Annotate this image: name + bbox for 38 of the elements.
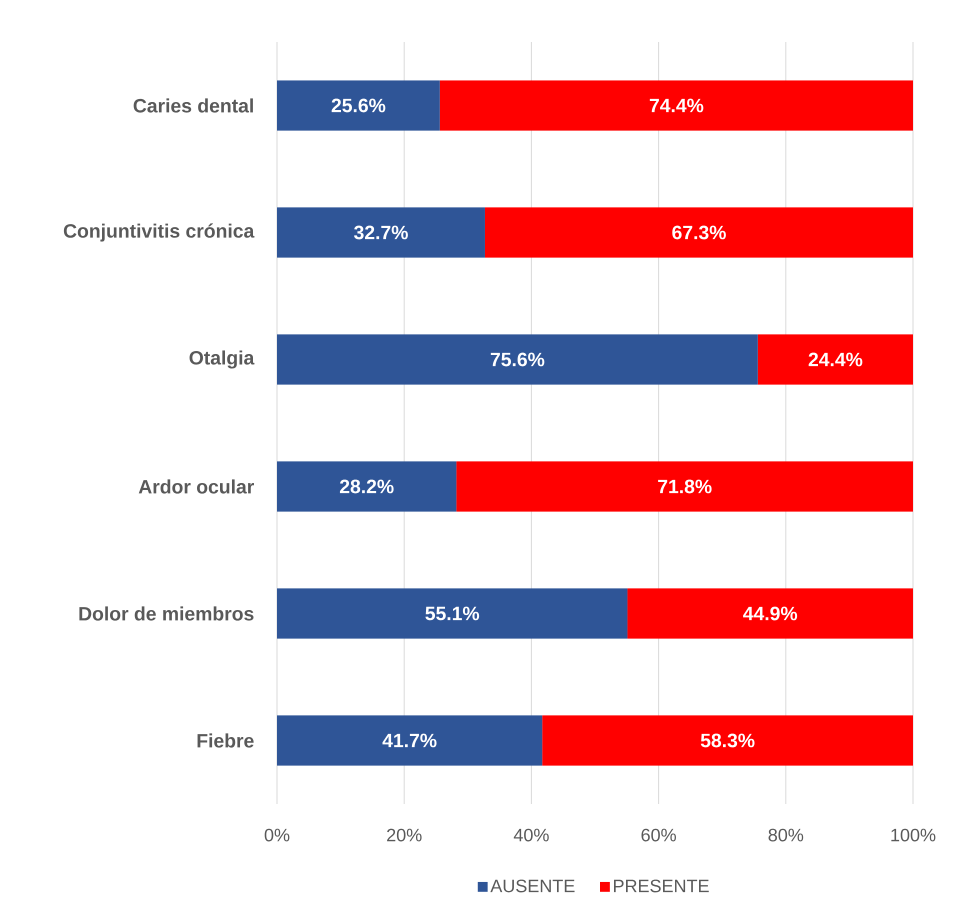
bar [484, 207, 913, 258]
bar [277, 207, 485, 258]
data-label: 44.9% [743, 606, 798, 620]
data-label: 32.7% [354, 226, 408, 240]
data-label: 58.3% [700, 734, 755, 748]
data-label: 25.6% [332, 98, 386, 112]
y-tick-label: Otalgia [190, 350, 254, 369]
y-tick-label: Dolor de miembros [79, 606, 254, 621]
y-tick-label: Ardor ocular [138, 479, 254, 494]
x-tick-label: 100% [891, 828, 936, 842]
bar [277, 461, 456, 512]
bar [277, 80, 440, 131]
data-label: 55.1% [425, 606, 480, 620]
x-tick-label: 20% [387, 828, 422, 842]
data-label: 71.8% [658, 480, 712, 494]
bar [277, 715, 542, 766]
data-label: 67.3% [672, 226, 726, 240]
data-label: 28.2% [340, 480, 394, 494]
x-tick-label: 0% [264, 828, 290, 842]
data-label: 75.6% [490, 352, 544, 366]
data-label: 24.4% [808, 352, 862, 366]
bar [277, 334, 758, 385]
bar [277, 588, 628, 639]
y-tick-label: Caries dental [134, 98, 253, 113]
bar [440, 80, 913, 131]
bar [456, 461, 913, 512]
legend-label: PRESENTE [614, 880, 709, 892]
x-tick-label: 60% [642, 828, 676, 842]
legend-label: AUSENTE [490, 880, 575, 892]
bar [542, 715, 913, 766]
bar [627, 588, 913, 639]
y-tick-label: Fiebre [198, 733, 254, 748]
x-tick-label: 80% [768, 828, 804, 842]
data-label: 74.4% [650, 98, 704, 112]
x-tick-label: 40% [514, 828, 549, 842]
y-tick-label: Conjuntivitis crónica [64, 223, 254, 242]
bar [758, 334, 913, 385]
data-label: 41.7% [382, 734, 437, 748]
